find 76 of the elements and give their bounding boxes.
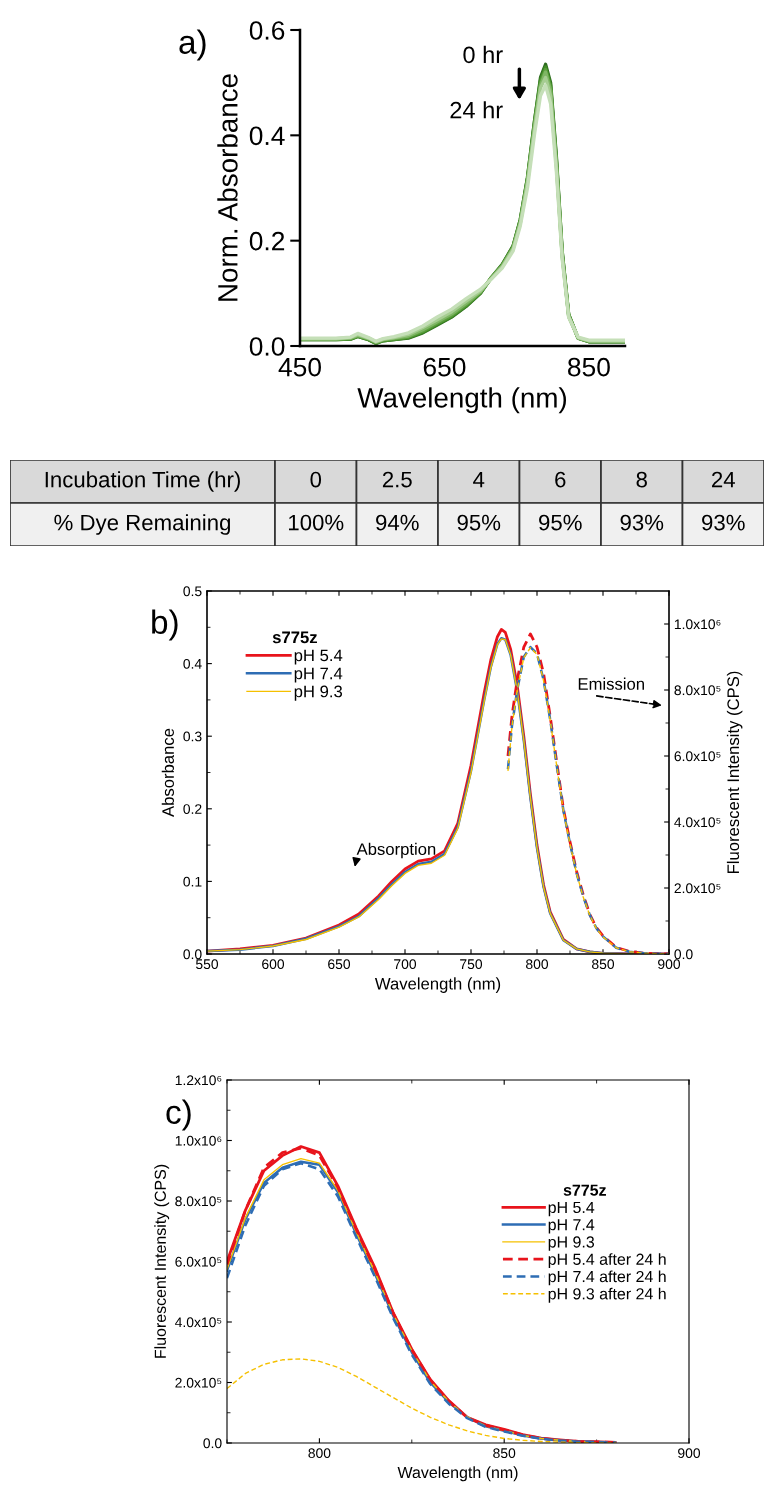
legend-label: pH 7.4 [294, 667, 343, 683]
x-tick-label: 800 [308, 1448, 331, 1459]
y2-tick-label: 0.0 [674, 949, 693, 960]
text: % Dye Remaining [54, 514, 230, 535]
x-axis-title: Wavelength (nm) [357, 387, 567, 414]
x-tick-label: 600 [262, 959, 285, 970]
legend-label: pH 9.3 after 24 h [548, 1287, 666, 1303]
x-tick-label: 800 [526, 959, 549, 970]
text: b) [152, 609, 178, 641]
text: 93% [702, 514, 745, 531]
y2-tick-label: 4.0x10⁵ [674, 817, 721, 828]
legend-label: pH 7.4 after 24 h [548, 1270, 666, 1286]
y-tick-label: 6.0x10⁵ [175, 1256, 222, 1267]
x-tick-label: 850 [592, 959, 615, 970]
legend-title: s775z [272, 631, 317, 644]
annotation: Emission [578, 677, 644, 690]
y-tick-label: 2.0x10⁵ [175, 1377, 222, 1388]
x-axis-title: Wavelength (nm) [374, 977, 501, 993]
y-tick-label: 1.2x10⁶ [175, 1075, 222, 1086]
legend-label: pH 9.3 [294, 685, 343, 701]
annotation: Absorption [356, 842, 436, 859]
y-tick-label: 4.0x10⁵ [175, 1317, 222, 1328]
text: 93% [620, 514, 664, 531]
y2-tick-label: 1.0x10⁶ [674, 619, 721, 630]
text: 95% [539, 514, 582, 531]
x-tick-label: 900 [658, 959, 681, 970]
category-label: 2.5 [382, 471, 412, 488]
text: Incubation Time (hr) [45, 471, 240, 492]
text: 100% [289, 514, 344, 531]
annotation: 24 hr [450, 101, 503, 119]
x-tick-label: 850 [493, 1448, 516, 1459]
y2-tick-label: 2.0x10⁵ [674, 883, 721, 894]
y-tick-label: 0.5 [183, 586, 202, 597]
y-tick-label: 0.0 [203, 1438, 222, 1449]
y2-tick-label: 8.0x10⁵ [674, 685, 721, 696]
legend-label: pH 5.4 [294, 649, 343, 665]
x-tick-label: 900 [678, 1448, 701, 1459]
y-axis-title: Norm. Absorbance [217, 74, 238, 301]
text: 94% [376, 514, 419, 531]
y-tick-label: 0.4 [183, 658, 202, 669]
y-tick-label: 0.1 [183, 876, 202, 887]
text: c) [166, 1099, 191, 1131]
y-tick-label: 0.0 [249, 337, 285, 356]
x-tick-label: 550 [195, 959, 219, 970]
annotation: 0 hr [463, 45, 503, 64]
y-tick-label: 0.3 [183, 731, 202, 742]
y-tick-label: 8.0x10⁵ [175, 1196, 222, 1207]
y-tick-label: 0.6 [249, 21, 285, 40]
x-tick-label: 850 [568, 357, 610, 377]
legend-label: pH 5.4 [548, 1201, 595, 1217]
category-label: 4 [473, 471, 485, 488]
legend-label: pH 7.4 [548, 1219, 595, 1234]
y-tick-label: 1.0x10⁶ [175, 1135, 222, 1146]
y-tick-label: 0.4 [249, 126, 285, 146]
y2-tick-label: 6.0x10⁵ [674, 751, 721, 762]
x-tick-label: 750 [460, 959, 483, 970]
category-label: 24 [712, 471, 735, 488]
category-label: 8 [636, 471, 647, 488]
x-axis-title: Wavelength (nm) [397, 1466, 518, 1482]
y-axis-title: Absorbance [161, 728, 174, 817]
x-tick-label: 450 [278, 357, 321, 377]
legend-title: s775z [563, 1184, 606, 1196]
y-tick-label: 0.2 [249, 231, 285, 251]
category-label: 6 [555, 471, 566, 488]
y2-axis-title: Fluorescent Intensity (CPS) [726, 671, 743, 874]
text: 95% [457, 514, 501, 531]
y-tick-label: 0.0 [183, 949, 202, 960]
legend-label: pH 5.4 after 24 h [548, 1253, 666, 1269]
x-tick-label: 700 [394, 959, 417, 970]
category-label: 0 [310, 471, 322, 488]
x-tick-label: 650 [423, 357, 466, 377]
y-tick-label: 0.2 [183, 804, 202, 814]
chart-title: a) [179, 29, 206, 61]
legend-label: pH 9.3 [548, 1236, 595, 1251]
x-tick-label: 650 [328, 959, 351, 970]
y-axis-title: Fluorescent Intensity (CPS) [154, 1164, 170, 1358]
